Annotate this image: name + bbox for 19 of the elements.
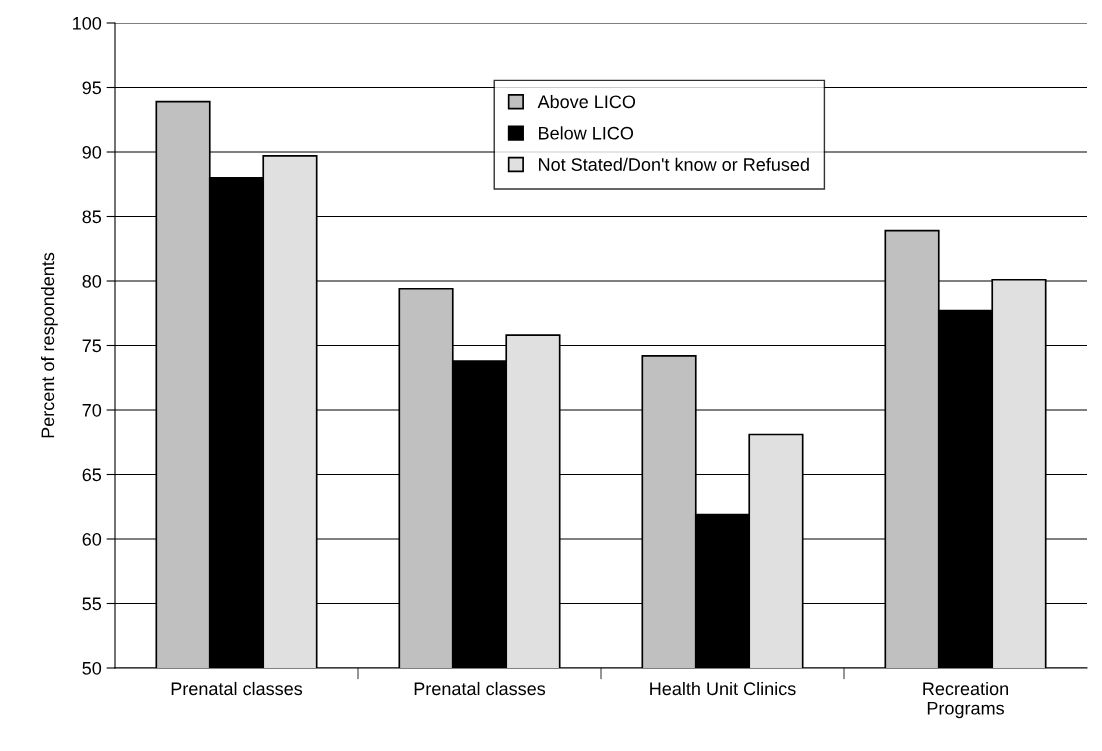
y-tick-label: 70: [82, 403, 102, 417]
y-tick-label: 55: [82, 597, 102, 611]
legend-label: Below LICO: [539, 126, 634, 140]
y-tick-label: 50: [82, 661, 102, 675]
legend-label: Above LICO: [537, 94, 636, 109]
x-tick-label: Health Unit Clinics: [650, 681, 796, 696]
y-tick-label: 100: [73, 16, 102, 30]
x-tick-label: Recreation Programs: [923, 681, 1008, 719]
y-axis-title: Percent of respondents: [40, 252, 58, 438]
y-tick-label: 95: [82, 81, 102, 95]
y-tick-label: 80: [82, 274, 102, 288]
y-tick-label: 65: [82, 468, 102, 482]
y-tick-label: 75: [82, 339, 102, 353]
y-tick-label: 60: [82, 532, 102, 546]
x-tick-label: Prenatal classes: [171, 681, 303, 696]
legend-label: Not Stated/Don't know or Refused: [539, 157, 809, 171]
y-tick-label: 85: [82, 210, 102, 224]
x-tick-label: Prenatal classes: [414, 681, 546, 696]
y-tick-label: 90: [82, 145, 102, 159]
